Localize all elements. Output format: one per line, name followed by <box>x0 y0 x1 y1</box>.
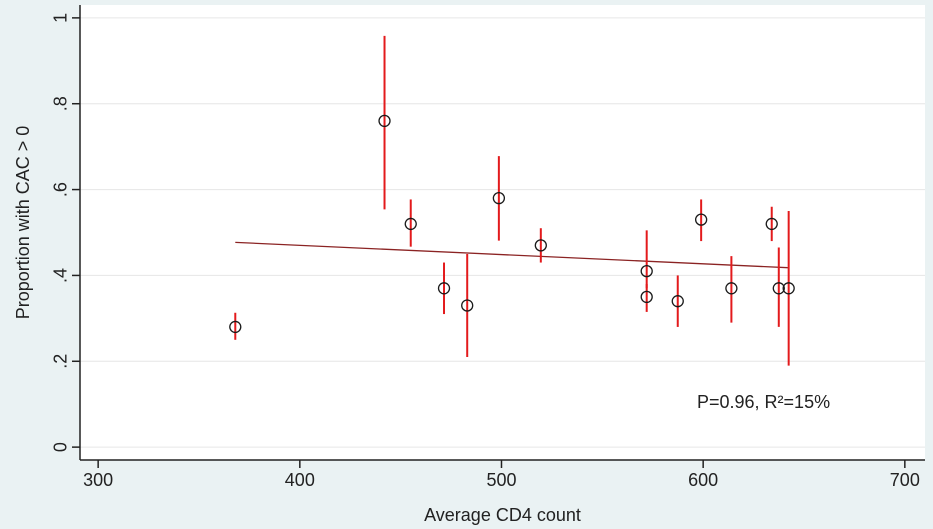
x-tick-label: 600 <box>688 470 718 490</box>
point <box>640 264 653 278</box>
annotation: P=0.96, R²=15% <box>697 392 830 412</box>
y-tick-label: 1 <box>51 13 71 23</box>
point <box>671 295 684 308</box>
y-tick-label: .8 <box>51 96 71 111</box>
point <box>229 320 242 334</box>
point <box>404 217 417 231</box>
point <box>694 213 708 226</box>
point <box>772 282 785 295</box>
point <box>782 282 795 295</box>
y-tick-label: .6 <box>51 182 71 197</box>
point <box>765 217 778 231</box>
y-tick-label: .4 <box>51 268 71 283</box>
y-tick-label: 0 <box>51 442 71 452</box>
x-axis-label: Average CD4 count <box>424 505 581 525</box>
plot-area <box>80 5 925 460</box>
y-axis-label: Proportion with CAC > 0 <box>13 126 33 320</box>
point <box>437 282 451 295</box>
fit-line <box>235 241 788 269</box>
point <box>492 192 506 205</box>
x-tick-label: 300 <box>83 470 113 490</box>
y-tick-label: .2 <box>51 354 71 369</box>
point <box>725 282 738 295</box>
x-tick-label: 400 <box>285 470 315 490</box>
point <box>534 239 547 252</box>
x-tick-label: 500 <box>486 470 516 490</box>
point <box>378 114 391 128</box>
point <box>461 299 474 312</box>
x-tick-label: 700 <box>890 470 920 490</box>
point <box>640 290 653 304</box>
